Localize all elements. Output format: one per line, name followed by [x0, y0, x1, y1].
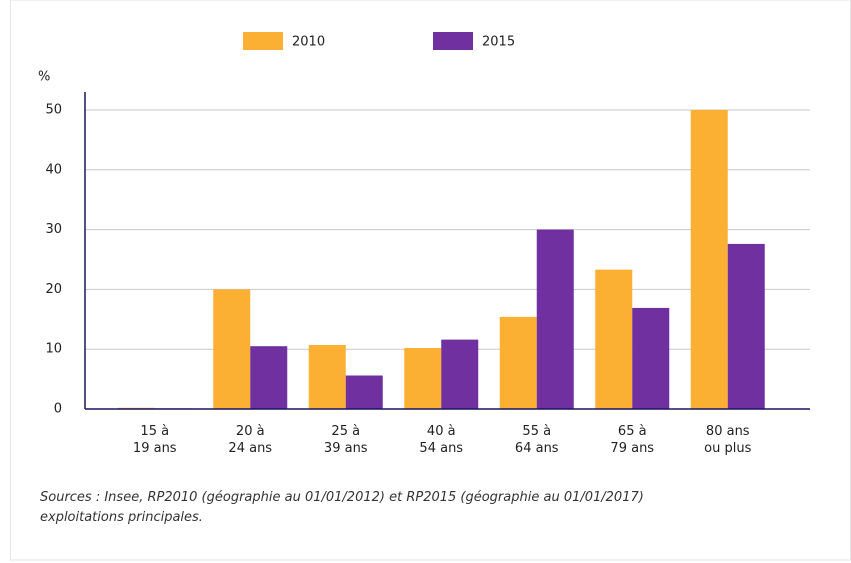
legend-swatch: [243, 32, 283, 50]
x-tick-label: 55 à 64 ans: [514, 424, 559, 456]
y-tick-label: 30: [45, 222, 62, 237]
bar: [727, 243, 765, 409]
bar: [250, 346, 288, 409]
x-tick-label: 40 à 54 ans: [419, 424, 464, 456]
y-axis-label: %: [38, 70, 50, 85]
bar: [441, 339, 479, 409]
y-tick-label: 50: [45, 102, 62, 117]
x-tick-label: 20 à 24 ans: [228, 424, 273, 456]
x-tick-label: 25 à 39 ans: [323, 424, 368, 456]
source-note: exploitations principales.: [40, 510, 203, 525]
bar: [595, 269, 633, 409]
bar: [213, 289, 251, 409]
legend-label: 2015: [482, 35, 515, 50]
x-tick-label: 65 à 79 ans: [610, 424, 655, 456]
y-tick-label: 20: [45, 282, 62, 297]
bar: [404, 347, 442, 409]
y-tick-label: 0: [54, 402, 62, 417]
source-note: Sources : Insee, RP2010 (géographie au 0…: [40, 490, 644, 505]
legend-label: 2010: [292, 35, 325, 50]
bar: [345, 375, 383, 409]
x-tick-label: 80 ans ou plus: [704, 424, 752, 456]
bar: [690, 109, 728, 410]
y-tick-label: 40: [45, 162, 62, 177]
bar: [632, 307, 670, 409]
legend-swatch: [433, 32, 473, 50]
bar: [536, 229, 574, 409]
x-tick-label: 15 à 19 ans: [132, 424, 177, 456]
bar: [308, 345, 346, 409]
y-tick-label: 10: [45, 342, 62, 357]
bar: [499, 316, 537, 409]
